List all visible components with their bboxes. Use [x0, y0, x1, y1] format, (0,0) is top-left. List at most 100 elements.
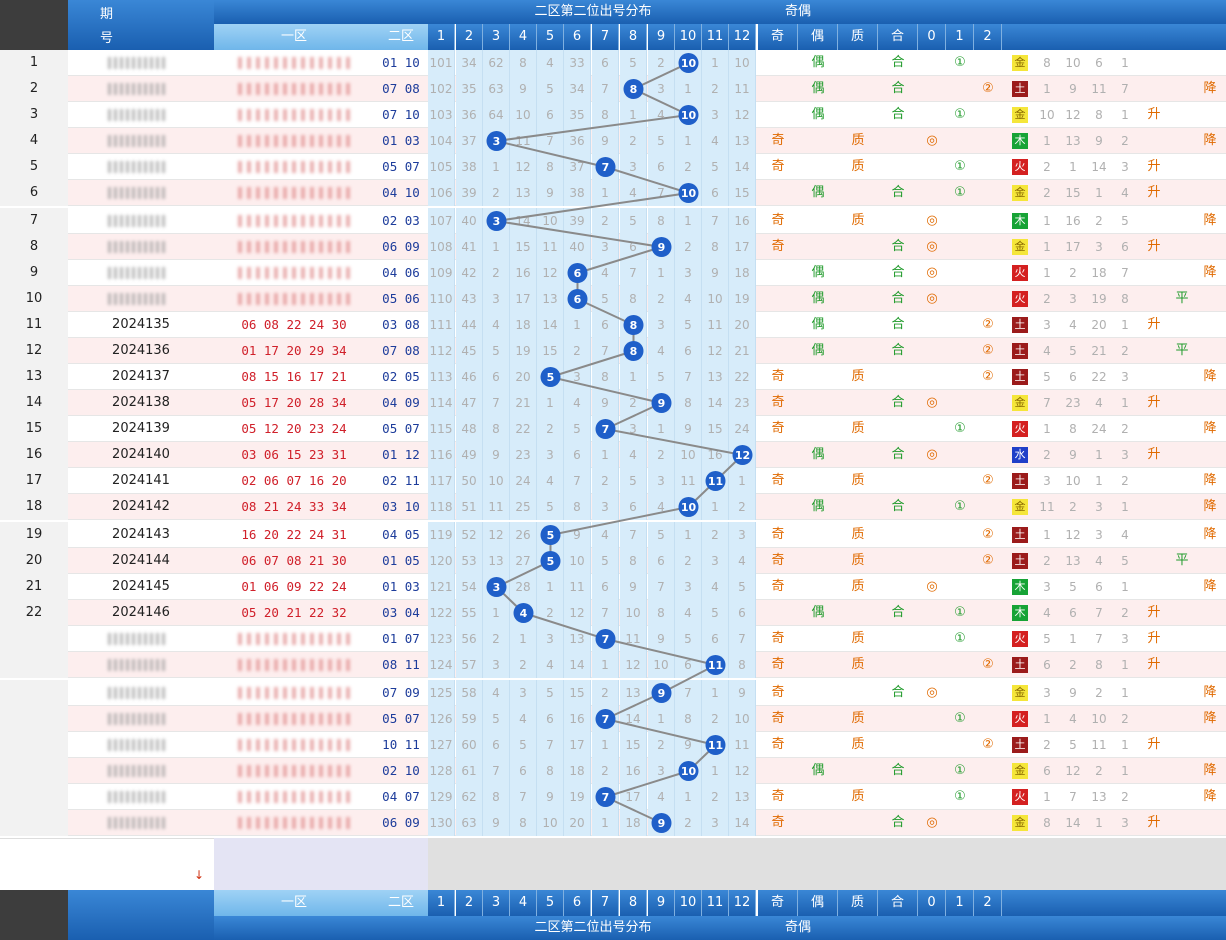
miss-cell: 3 [483, 286, 510, 312]
prime-composite-cell: 合 [891, 81, 905, 96]
miss-cell: 1 [537, 390, 564, 416]
miss-cell: 2 [675, 234, 702, 260]
trend-cell: 升 [1147, 107, 1161, 122]
miss-cell: 105 [428, 154, 455, 180]
miss-cell: 44 [456, 312, 483, 338]
seq-cell: 5 [0, 154, 68, 180]
miss-cell: 2 [620, 128, 647, 154]
miss-cell: 23 [510, 442, 537, 468]
miss-cell: 49 [456, 442, 483, 468]
miss-cell: 2 [537, 416, 564, 442]
scroll-down-arrow-icon[interactable]: ↓ [193, 868, 205, 882]
col-number-header: 6 [564, 890, 591, 916]
bottom-distribution-title: 二区第二位出号分布 [428, 916, 758, 940]
zone2-cell: 01 07 [382, 631, 420, 646]
blurred-issue [108, 739, 168, 751]
count-cell: 3 [1121, 632, 1129, 646]
seq-cell [0, 758, 68, 784]
count-cell: 1 [1043, 240, 1051, 254]
trend-cell: 降 [1203, 763, 1217, 778]
zone1-cell: 08 15 16 17 21 [241, 369, 347, 384]
hit-ball: 3 [486, 577, 507, 597]
hit-ball-label: 7 [602, 791, 610, 804]
top-header-rest [838, 0, 1226, 24]
mod-cell: ◎ [926, 685, 938, 700]
miss-cell: 2 [592, 468, 619, 494]
miss-cell: 1 [702, 50, 729, 76]
miss-cell: 59 [456, 706, 483, 732]
miss-cell: 21 [729, 338, 756, 364]
mod-cell: ◎ [926, 579, 938, 594]
miss-cell: 129 [428, 784, 455, 810]
seq-cell: 19 [0, 522, 68, 548]
count-cell: 2 [1121, 134, 1129, 148]
col-number-header: 8 [620, 890, 647, 916]
seq-cell: 16 [0, 442, 68, 468]
miss-cell: 5 [675, 312, 702, 338]
miss-cell: 1 [592, 732, 619, 758]
odd-even-cell: 偶 [811, 499, 825, 514]
miss-cell: 2 [648, 732, 675, 758]
count-cell: 9 [1069, 82, 1077, 96]
count-cell: 19 [1091, 292, 1107, 306]
zone2-cell: 01 12 [382, 447, 420, 462]
hit-ball-label: 5 [547, 371, 555, 384]
element-badge: 土 [1012, 81, 1028, 97]
odd-even-cell: 偶 [811, 185, 825, 200]
miss-cell: 6 [510, 758, 537, 784]
count-cell: 8 [1121, 292, 1129, 306]
zone2-cell: 06 09 [382, 239, 420, 254]
odd-even-cell: 奇 [771, 527, 785, 542]
miss-cell: 19 [729, 286, 756, 312]
prime-composite-cell: 质 [851, 553, 865, 568]
hit-ball: 5 [540, 525, 561, 545]
issue-cell: 2024146 [112, 605, 170, 620]
miss-cell: 7 [620, 260, 647, 286]
miss-cell: 14 [537, 312, 564, 338]
count-cell: 4 [1043, 606, 1051, 620]
count-cell: 3 [1121, 370, 1129, 384]
miss-cell: 113 [428, 364, 455, 390]
zone1-cell: 05 17 20 28 34 [241, 395, 347, 410]
issue-cell: 2024145 [112, 579, 170, 594]
blurred-issue [108, 633, 168, 645]
count-cell: 13 [1065, 554, 1081, 568]
mod-cell: ① [954, 421, 966, 436]
count-cell: 1 [1095, 448, 1103, 462]
miss-cell: 5 [620, 468, 647, 494]
count-cell: 3 [1043, 318, 1051, 332]
miss-cell: 18 [564, 758, 591, 784]
prime-composite-cell: 合 [891, 499, 905, 514]
miss-cell: 8 [648, 208, 675, 234]
miss-cell: 2 [592, 680, 619, 706]
hit-ball: 8 [623, 315, 644, 335]
miss-cell: 57 [456, 652, 483, 678]
miss-cell: 5 [537, 494, 564, 520]
element-cell: 金 [1006, 680, 1034, 706]
miss-cell: 9 [510, 76, 537, 102]
count-cell: 16 [1065, 214, 1081, 228]
miss-cell: 39 [564, 208, 591, 234]
blurred-zone1 [238, 135, 350, 147]
count-cell: 20 [1091, 318, 1107, 332]
blurred-zone1 [238, 633, 350, 645]
blurred-issue [108, 765, 168, 777]
hit-ball-label: 11 [708, 475, 723, 488]
issue-cell: 2024135 [112, 317, 170, 332]
miss-cell: 51 [456, 494, 483, 520]
element-badge: 木 [1012, 133, 1028, 149]
miss-cell: 8 [620, 548, 647, 574]
mod-cell: ◎ [926, 213, 938, 228]
count-cell: 1 [1095, 186, 1103, 200]
miss-cell: 12 [510, 154, 537, 180]
miss-cell: 17 [729, 234, 756, 260]
miss-cell: 1 [675, 208, 702, 234]
hit-ball-label: 11 [708, 739, 723, 752]
mod-header: 2 [974, 24, 1002, 50]
miss-cell: 9 [729, 680, 756, 706]
zone2-cell: 03 10 [382, 499, 420, 514]
zone2-cell: 08 11 [382, 657, 420, 672]
hit-ball-label: 8 [630, 345, 638, 358]
miss-cell: 9 [620, 574, 647, 600]
miss-cell: 2 [729, 494, 756, 520]
